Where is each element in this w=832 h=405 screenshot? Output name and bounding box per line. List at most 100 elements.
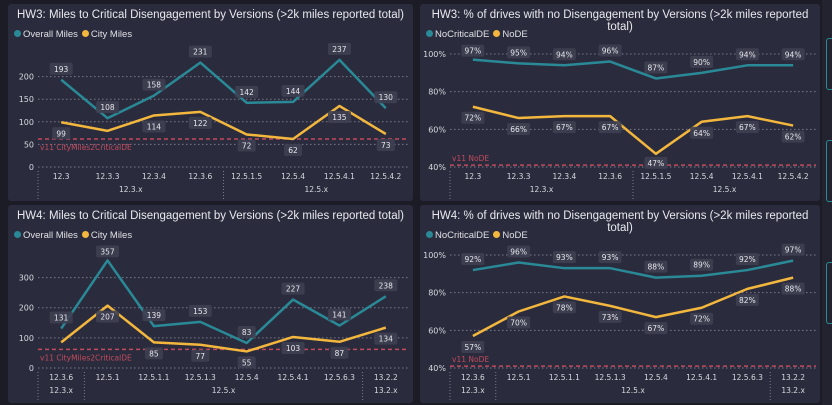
- data-label-group: 67%: [735, 121, 759, 134]
- x-tick-label: 12.3.4: [142, 172, 166, 181]
- data-label: 88%: [785, 285, 802, 294]
- data-label-group: 94%: [781, 48, 805, 61]
- data-label: 72: [242, 141, 252, 150]
- data-label-group: 88%: [644, 260, 668, 273]
- reference-label: v11 NoDE: [452, 355, 489, 364]
- yellow-dot-icon: [81, 30, 89, 37]
- data-label: 357: [100, 247, 115, 256]
- data-label-group: 72: [237, 139, 256, 152]
- data-label: 94%: [785, 50, 802, 59]
- data-label-group: 72%: [690, 312, 714, 325]
- legend[interactable]: NoCriticalDE NoDE: [426, 29, 528, 40]
- x-tick-label: 12.5.4.2: [778, 172, 809, 181]
- data-label: 93%: [602, 253, 619, 262]
- data-label-group: 73: [376, 139, 395, 152]
- side-strip: [822, 0, 832, 405]
- legend-label: NoDE: [502, 29, 528, 40]
- data-label-bg: [281, 341, 305, 354]
- data-label: 131: [54, 314, 69, 323]
- data-label: 130: [379, 93, 394, 102]
- data-label-bg: [327, 110, 351, 123]
- legend-item[interactable]: City Miles: [81, 29, 132, 40]
- legend[interactable]: Overall Miles City Miles: [14, 29, 132, 40]
- data-label: 141: [332, 311, 347, 320]
- legend[interactable]: Overall Miles City Miles: [14, 230, 132, 241]
- legend-item[interactable]: NoCriticalDE: [426, 230, 489, 241]
- data-label-bg: [52, 127, 71, 140]
- data-label-group: 77: [191, 349, 210, 362]
- data-label-group: 62%: [781, 130, 805, 143]
- data-label-bg: [142, 120, 166, 133]
- data-label: 88%: [648, 263, 665, 272]
- data-label: 78%: [556, 303, 573, 312]
- data-label: 96%: [602, 47, 619, 56]
- data-label: 93%: [556, 253, 573, 262]
- legend-item[interactable]: Overall Miles: [14, 29, 78, 40]
- data-label-bg: [284, 143, 303, 156]
- x-tick-label: 12.3.3: [96, 172, 120, 181]
- y-tick-label: 100: [19, 118, 34, 127]
- legend[interactable]: NoCriticalDE NoDE: [426, 230, 528, 241]
- data-label-group: 55: [237, 356, 256, 369]
- x-tick-label: 12.3: [53, 172, 70, 181]
- reference-label: v11 NoDE: [452, 154, 489, 163]
- data-label-group: 93%: [552, 251, 576, 264]
- data-label-bg: [374, 332, 398, 345]
- data-label-bg: [330, 346, 349, 359]
- data-label: 144: [286, 87, 301, 96]
- data-label: 96%: [510, 248, 527, 257]
- data-label-group: 92%: [735, 253, 759, 266]
- teal-dot-icon: [14, 231, 21, 238]
- data-label: 94%: [739, 50, 756, 59]
- chart-title: HW4: % of drives with no Disengagement b…: [431, 210, 809, 234]
- data-label-bg: [644, 61, 668, 74]
- data-label-bg: [376, 139, 395, 152]
- chart-plot: 0 100 200 300 v11 CityMiles2CriticalDE 12.3.6…: [19, 245, 409, 400]
- x-tick-label: 12.5.6.3: [324, 373, 355, 382]
- x-tick-label: 12.5.6.3: [732, 373, 763, 382]
- data-label-group: 114: [142, 120, 166, 133]
- data-label-bg: [507, 316, 531, 329]
- chart-panel-hw4-pct: HW4: % of drives with no Disengagement b…: [420, 205, 820, 403]
- data-label-bg: [461, 340, 485, 353]
- data-label: 153: [193, 307, 208, 316]
- data-label-group: 72%: [461, 111, 485, 124]
- x-tick-label: 12.5.4: [644, 373, 668, 382]
- legend-item[interactable]: Overall Miles: [14, 230, 78, 241]
- legend-item[interactable]: NoCriticalDE: [426, 29, 489, 40]
- data-label-group: 122: [188, 116, 212, 129]
- data-label-group: 96%: [598, 44, 622, 57]
- legend-label: City Miles: [90, 230, 133, 241]
- data-label-bg: [735, 293, 759, 306]
- data-label-group: 103: [281, 341, 305, 354]
- y-tick-label: 50: [24, 140, 34, 149]
- data-label: 73: [381, 141, 391, 150]
- data-label: 72%: [693, 315, 710, 324]
- data-label-bg: [781, 243, 805, 256]
- data-label-group: 90%: [690, 55, 714, 68]
- data-label: 108: [100, 103, 115, 112]
- data-label-group: 94%: [552, 48, 576, 61]
- legend-label: NoCriticalDE: [435, 29, 490, 40]
- legend-item[interactable]: NoDE: [493, 230, 528, 241]
- data-label-group: 108: [96, 101, 120, 114]
- data-label-bg: [144, 347, 163, 360]
- x-group-label: 12.3.x: [461, 386, 485, 395]
- chart-plot: 40% 60% 80% 100% v11 NoDE 12.3.6 12.5.1 12.5.1.…: [423, 243, 816, 400]
- y-tick-label: 100: [19, 334, 34, 343]
- x-group-label: 12.5.x: [713, 185, 737, 194]
- data-label: 72%: [465, 114, 482, 123]
- data-label-group: 99: [52, 127, 71, 140]
- data-label-bg: [374, 279, 398, 292]
- data-label-group: 92%: [461, 253, 485, 266]
- x-group-label: 12.3.x: [49, 386, 73, 395]
- data-label: 66%: [510, 125, 527, 134]
- data-label: 55: [242, 358, 252, 367]
- data-label: 207: [100, 313, 115, 322]
- data-label: 70%: [510, 319, 527, 328]
- x-group-label: 12.3.x: [119, 185, 143, 194]
- data-label-group: 144: [281, 84, 305, 97]
- chart-panel-hw4-miles: HW4: Miles to Critical Disengagement by …: [8, 205, 413, 403]
- legend-item[interactable]: NoDE: [493, 29, 528, 40]
- legend-item[interactable]: City Miles: [81, 230, 133, 241]
